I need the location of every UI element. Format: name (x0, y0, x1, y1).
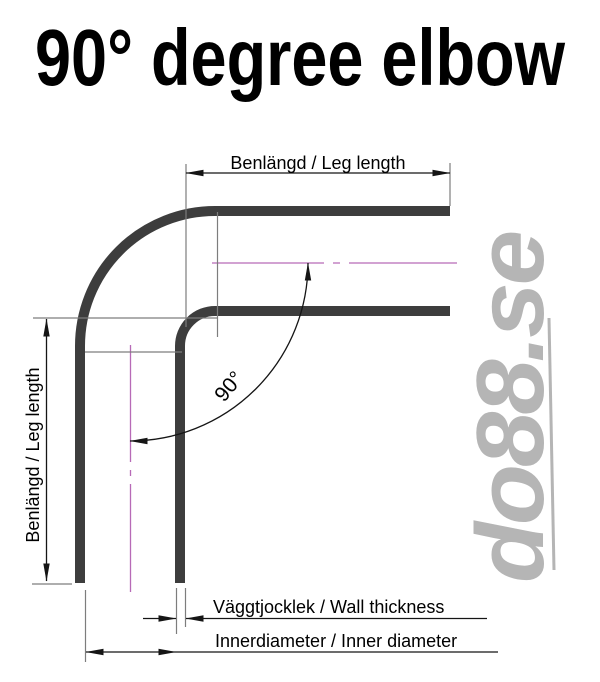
elbow-pipe (75, 206, 450, 583)
page-title: 90° degree elbow (35, 13, 566, 102)
dimension-label-leg-length-left: Benlängd / Leg length (23, 367, 43, 542)
dimension-leg-length-top: Benlängd / Leg length (185, 153, 451, 177)
extension-lines (32, 163, 451, 662)
pipe-outer-wall (75, 206, 450, 583)
dimension-label-leg-length-top: Benlängd / Leg length (230, 153, 405, 173)
dimension-leg-length-left: Benlängd / Leg length (23, 318, 50, 582)
watermark-text: do88.se (457, 232, 564, 583)
angle-arc (129, 262, 312, 445)
watermark-logo: do88.se (457, 232, 564, 583)
pipe-inner-wall (175, 306, 450, 583)
dimension-inner-diameter: Innerdiameter / Inner diameter (85, 631, 498, 656)
dimension-wall-thickness: Väggtjocklek / Wall thickness (143, 597, 487, 622)
dimension-label-inner-diameter: Innerdiameter / Inner diameter (215, 631, 457, 651)
watermark-underline (547, 317, 556, 571)
dimension-label-wall-thickness: Väggtjocklek / Wall thickness (213, 597, 444, 617)
